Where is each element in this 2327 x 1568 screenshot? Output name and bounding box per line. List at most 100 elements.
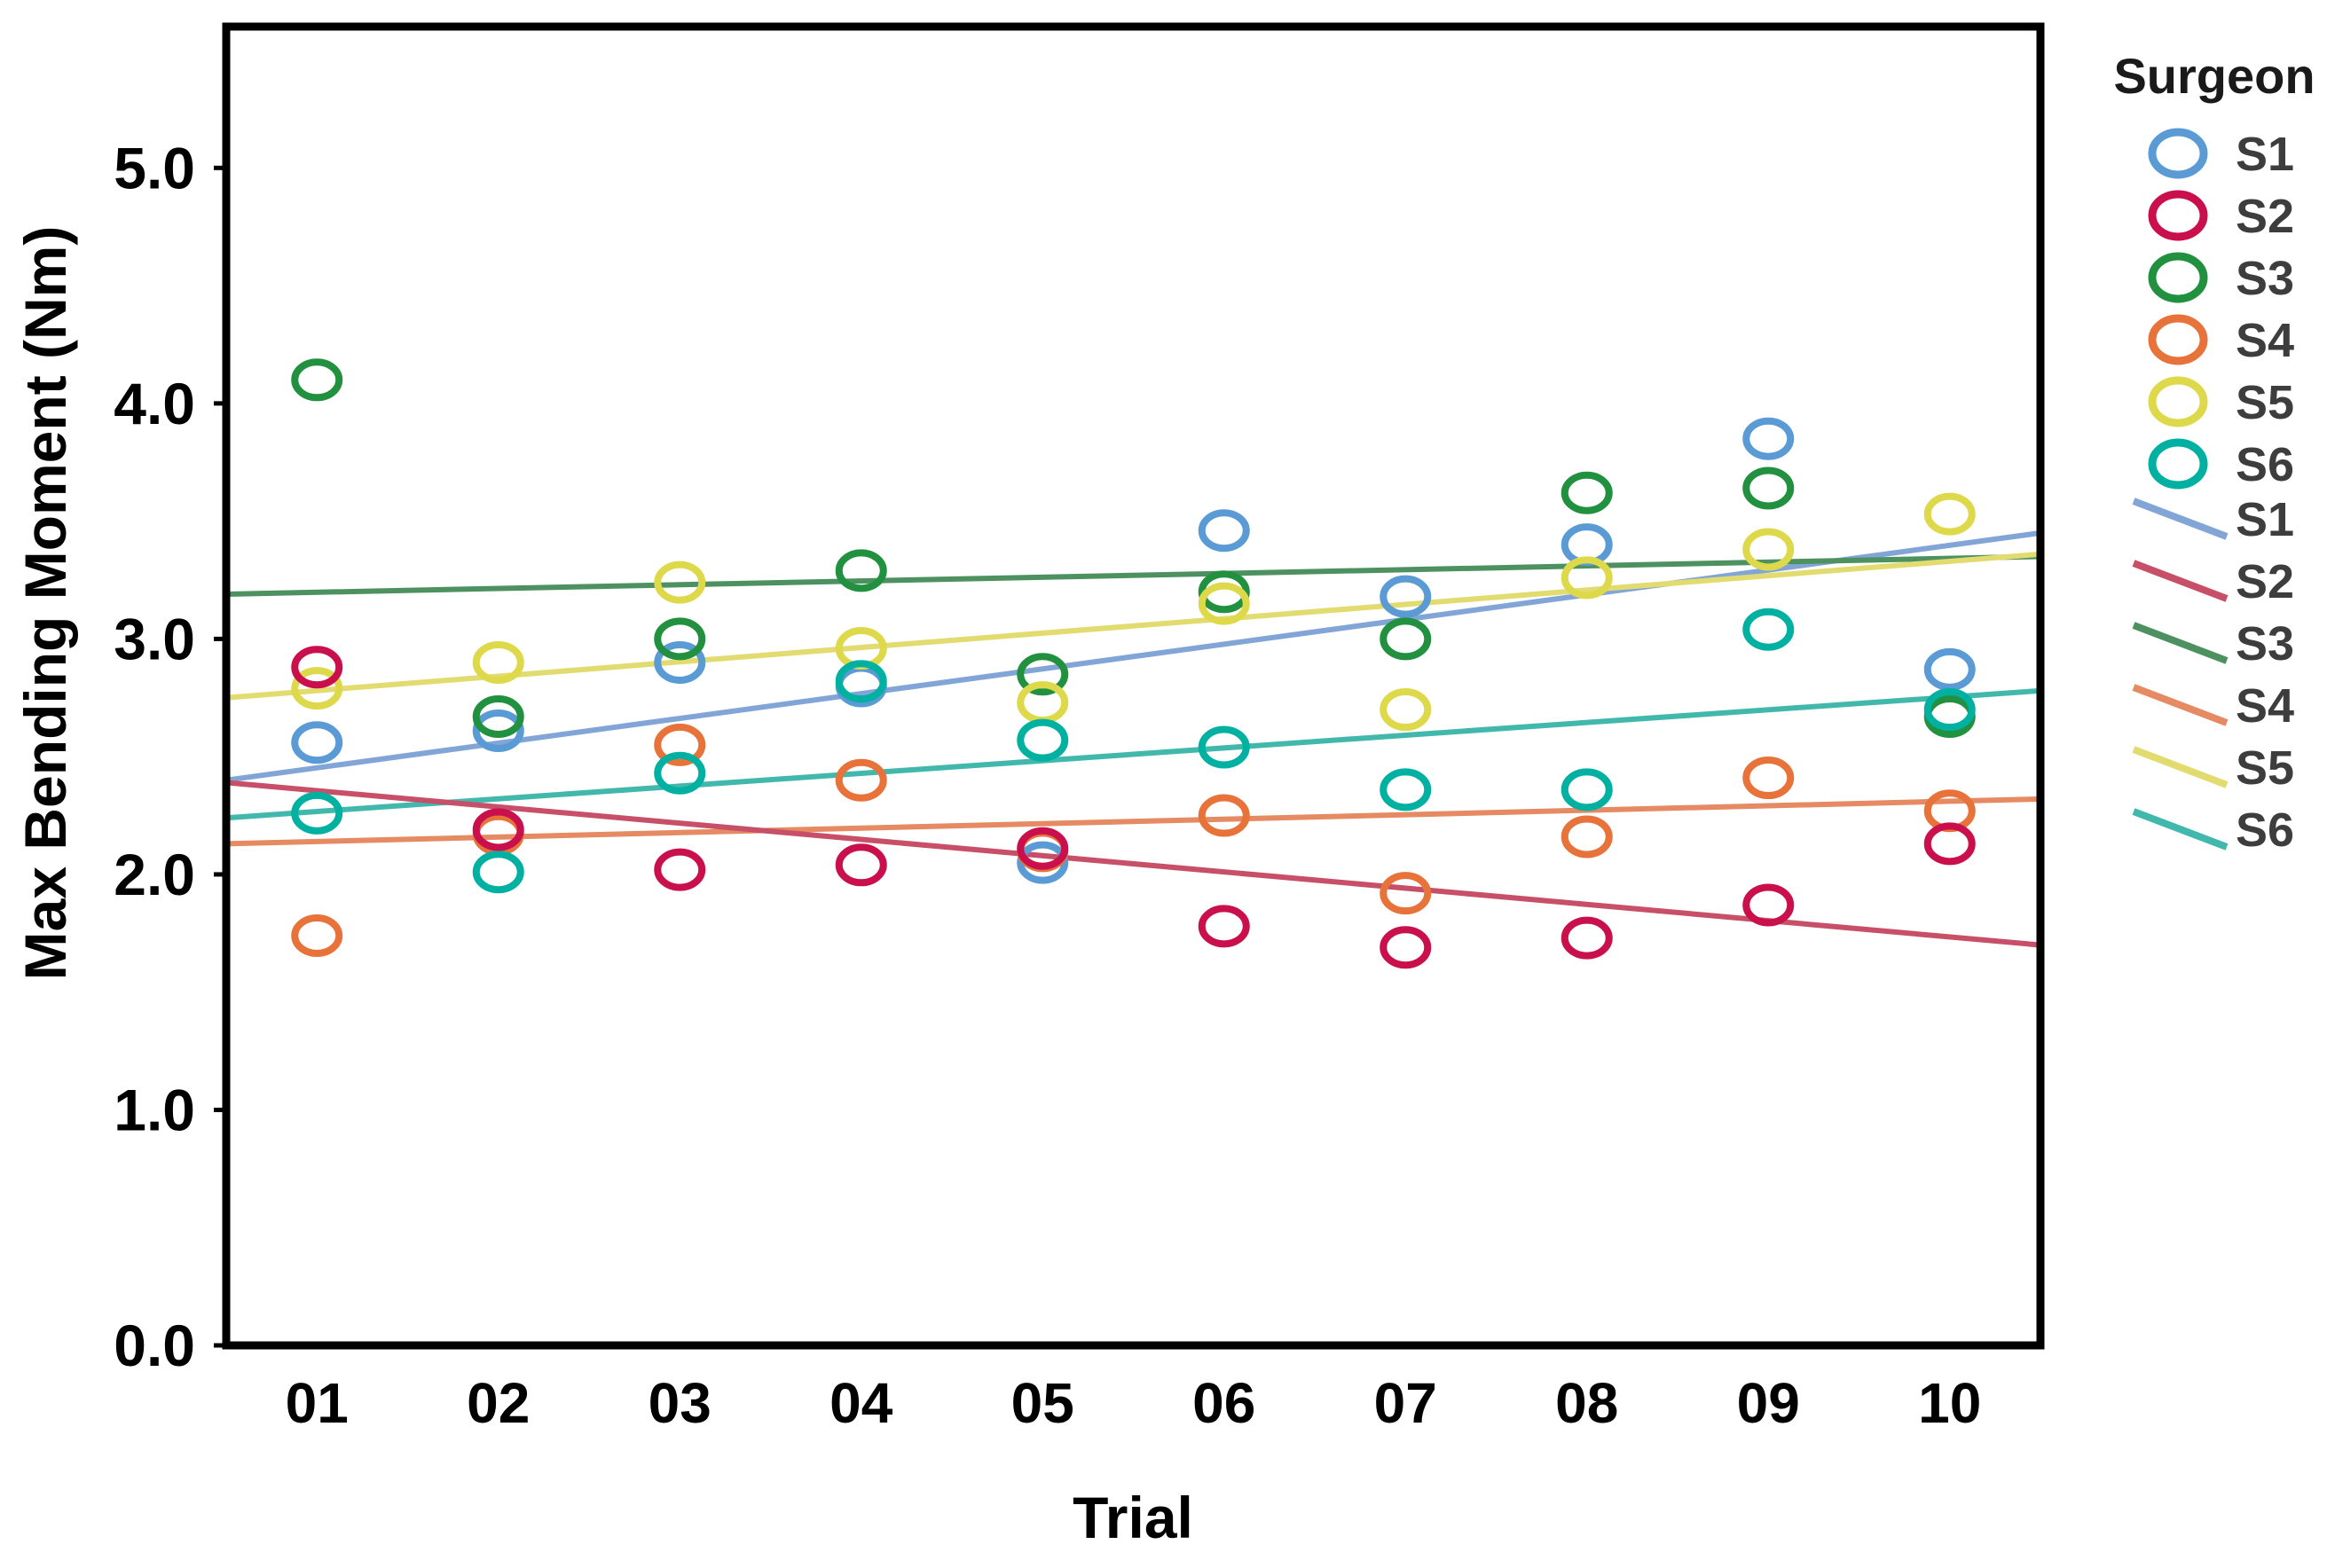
x-tick-label: 10	[1918, 1371, 1981, 1435]
data-points	[291, 358, 1976, 969]
point-S2-trial-02	[472, 808, 524, 851]
point-S5-trial-06	[1198, 582, 1250, 625]
legend-line-S5	[2132, 746, 2229, 788]
legend-marker-S4	[2148, 314, 2208, 365]
x-tick-label: 08	[1555, 1371, 1618, 1435]
point-S2-trial-06	[1198, 905, 1250, 948]
point-S4-trial-06	[1198, 794, 1250, 837]
trend-line-S4	[225, 796, 2041, 847]
point-S2-trial-05	[1017, 827, 1069, 870]
point-S5-trial-09	[1742, 528, 1795, 571]
point-S6-trial-08	[1561, 768, 1613, 811]
point-S6-trial-05	[1017, 718, 1069, 762]
legend-line-label-S4: S4	[2236, 679, 2294, 733]
point-S1-trial-10	[1923, 647, 1976, 691]
legend-title: Surgeon	[2113, 48, 2315, 104]
point-S3-trial-03	[654, 617, 706, 661]
point-S1-trial-07	[1380, 575, 1432, 618]
point-S3-trial-07	[1380, 617, 1432, 661]
point-S6-trial-10	[1923, 688, 1976, 732]
legend-marker-S1	[2148, 128, 2208, 179]
x-tick-label: 06	[1192, 1371, 1255, 1435]
legend-marker-S2	[2148, 190, 2208, 241]
legend-line-label-S2: S2	[2236, 555, 2294, 608]
point-S3-trial-04	[835, 549, 887, 592]
point-S6-trial-09	[1742, 608, 1795, 651]
trend-line-S6	[225, 687, 2041, 821]
legend-line-label-S5: S5	[2236, 741, 2294, 795]
point-S6-trial-06	[1198, 725, 1250, 769]
legend-line-S2	[2132, 560, 2229, 602]
trend-line-S3	[225, 553, 2041, 597]
trend-line-S1	[225, 529, 2041, 783]
point-S2-trial-10	[1923, 822, 1976, 866]
point-S1-trial-05	[1017, 841, 1069, 884]
legend-line-label-S3: S3	[2236, 617, 2294, 670]
point-S2-trial-09	[1742, 883, 1795, 927]
x-tick-label: 04	[829, 1371, 893, 1435]
point-S1-trial-09	[1742, 417, 1795, 460]
trend-line-S2	[225, 780, 2041, 948]
x-axis-title: Trial	[1073, 1485, 1193, 1550]
trend-lines	[225, 529, 2041, 948]
point-S4-trial-07	[1380, 872, 1432, 915]
point-S3-trial-09	[1742, 466, 1795, 510]
point-S4-trial-03	[654, 723, 706, 766]
x-tick-label: 02	[467, 1371, 530, 1435]
point-S4-trial-09	[1742, 757, 1795, 800]
legend-marker-label-S6: S6	[2236, 438, 2294, 491]
legend-line-S3	[2132, 622, 2229, 664]
point-S3-trial-01	[291, 358, 343, 402]
point-S2-trial-03	[654, 848, 706, 891]
point-S5-trial-07	[1380, 688, 1432, 732]
legend-marker-S5	[2148, 376, 2208, 427]
point-S3-trial-08	[1561, 471, 1613, 514]
legend-marker-S6	[2148, 438, 2208, 490]
point-S5-trial-02	[472, 640, 524, 684]
legend-line-S6	[2132, 808, 2229, 851]
legend-marker-S3	[2148, 252, 2208, 303]
point-S2-trial-08	[1561, 916, 1613, 960]
legend-line-S1	[2132, 498, 2229, 540]
point-S5-trial-10	[1923, 492, 1976, 536]
point-S4-trial-04	[835, 758, 887, 802]
point-S6-trial-04	[835, 660, 887, 703]
point-S1-trial-06	[1198, 509, 1250, 553]
y-tick-label: 0.0	[114, 1313, 195, 1378]
x-tick-label: 09	[1737, 1371, 1800, 1435]
y-tick-label: 4.0	[114, 371, 195, 436]
y-tick-label: 1.0	[114, 1077, 195, 1142]
y-axis-tick-labels: 0.0 1.0 2.0 3.0 4.0 5.0	[114, 135, 226, 1378]
legend-marker-label-S3: S3	[2236, 252, 2294, 305]
x-tick-label: 05	[1011, 1371, 1074, 1435]
x-axis-tick-labels: 01 02 03 04 05 06 07 08 09 10	[286, 1371, 1982, 1435]
legend-marker-label-S4: S4	[2236, 314, 2294, 367]
y-tick-label: 5.0	[114, 135, 195, 200]
point-S4-trial-01	[291, 913, 343, 957]
legend-marker-label-S1: S1	[2236, 128, 2294, 181]
y-tick-label: 3.0	[114, 606, 195, 671]
point-S2-trial-04	[835, 843, 887, 887]
y-tick-label: 2.0	[114, 842, 195, 907]
point-S3-trial-02	[472, 695, 524, 739]
y-axis-title: Max Bending Moment (Nm)	[12, 226, 78, 981]
point-S1-trial-01	[291, 721, 343, 764]
legend-line-label-S1: S1	[2236, 493, 2294, 546]
point-S3-trial-05	[1017, 653, 1069, 696]
trend-line-S5	[225, 551, 2041, 701]
x-tick-label: 01	[286, 1371, 349, 1435]
point-S6-trial-03	[654, 751, 706, 795]
legend-line-label-S6: S6	[2236, 804, 2294, 857]
x-tick-label: 07	[1374, 1371, 1437, 1435]
point-S5-trial-08	[1561, 556, 1613, 600]
point-S2-trial-01	[291, 646, 343, 689]
point-S1-trial-02	[472, 709, 524, 752]
point-S4-trial-08	[1561, 815, 1613, 858]
legend-marker-label-S2: S2	[2236, 190, 2294, 243]
point-S5-trial-03	[654, 561, 706, 604]
point-S6-trial-02	[472, 851, 524, 894]
legend-marker-label-S5: S5	[2236, 376, 2294, 429]
